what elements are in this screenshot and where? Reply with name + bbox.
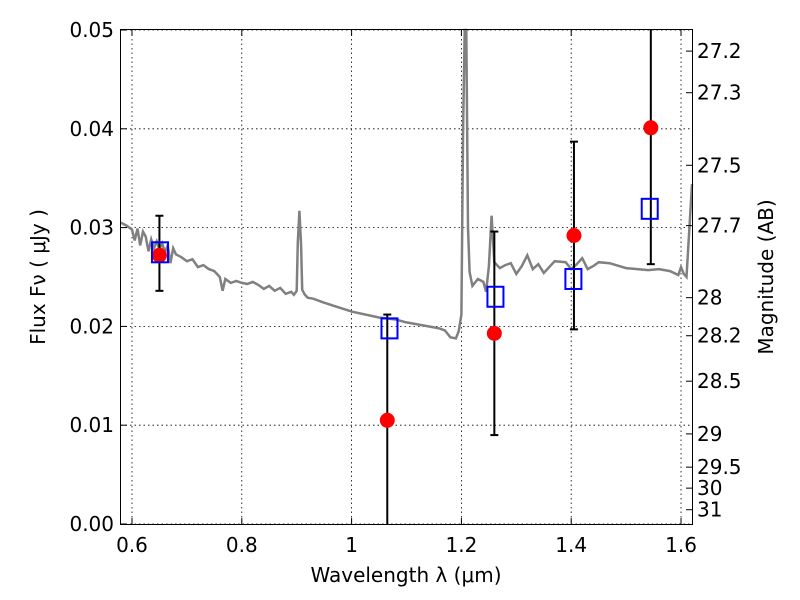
x-tick-labels: 0.6 0.8 1 1.2 1.4 1.6: [116, 533, 697, 557]
spectrum-layer: [120, 28, 694, 340]
mag-tick-label: 28.2: [697, 324, 742, 348]
plot-frame: [120, 29, 693, 525]
y-tick-label: 0.01: [69, 413, 114, 437]
observed-point: [379, 412, 395, 428]
y-tick-label: 0.00: [69, 512, 114, 536]
spectrum-line: [120, 28, 694, 340]
mag-tick-label: 30: [697, 476, 722, 500]
model-square: [564, 267, 583, 290]
mag-tick-label: 27.5: [697, 153, 742, 177]
model-square: [150, 241, 169, 264]
y-tick-labels: 0.00 0.01 0.02 0.03 0.04 0.05: [69, 18, 114, 536]
x-tick-label: 1.6: [665, 533, 697, 557]
y-tick-label: 0.02: [69, 314, 114, 338]
model-square: [640, 197, 659, 220]
mag-tick-label: 29: [697, 422, 722, 446]
y-axis-title: Flux Fν ( μJy ): [26, 209, 50, 345]
observed-points: [151, 120, 659, 428]
observed-point: [151, 247, 167, 263]
axis-ticks: [121, 29, 692, 525]
mag-tick-label: 28: [697, 286, 722, 310]
y-tick-label: 0.04: [69, 117, 114, 141]
mag-tick-label: 27.7: [697, 214, 742, 238]
model-square: [486, 285, 505, 308]
mag-tick-label: 29.5: [697, 455, 742, 479]
model-square: [380, 317, 399, 340]
observed-point: [643, 120, 659, 136]
x-tick-label: 1: [345, 533, 358, 557]
observed-point: [486, 325, 502, 341]
x-tick-label: 1.4: [555, 533, 587, 557]
y-tick-label: 0.05: [69, 18, 114, 42]
x-tick-label: 0.6: [116, 533, 148, 557]
mag-tick-label: 28.5: [697, 369, 742, 393]
y2-axis-title: Magnitude (AB): [754, 199, 778, 354]
mag-tick-label: 27.2: [697, 39, 742, 63]
mag-tick-label: 31: [697, 498, 722, 522]
model-squares: [150, 197, 659, 340]
x-tick-label: 1.2: [445, 533, 477, 557]
y-tick-label: 0.03: [69, 216, 114, 240]
mag-tick-label: 27.3: [697, 81, 742, 105]
x-tick-label: 0.8: [226, 533, 258, 557]
grid-lines: [121, 29, 692, 525]
x-axis-title: Wavelength λ (μm): [310, 563, 501, 587]
observed-point: [566, 228, 582, 244]
error-bars: [155, 30, 655, 524]
